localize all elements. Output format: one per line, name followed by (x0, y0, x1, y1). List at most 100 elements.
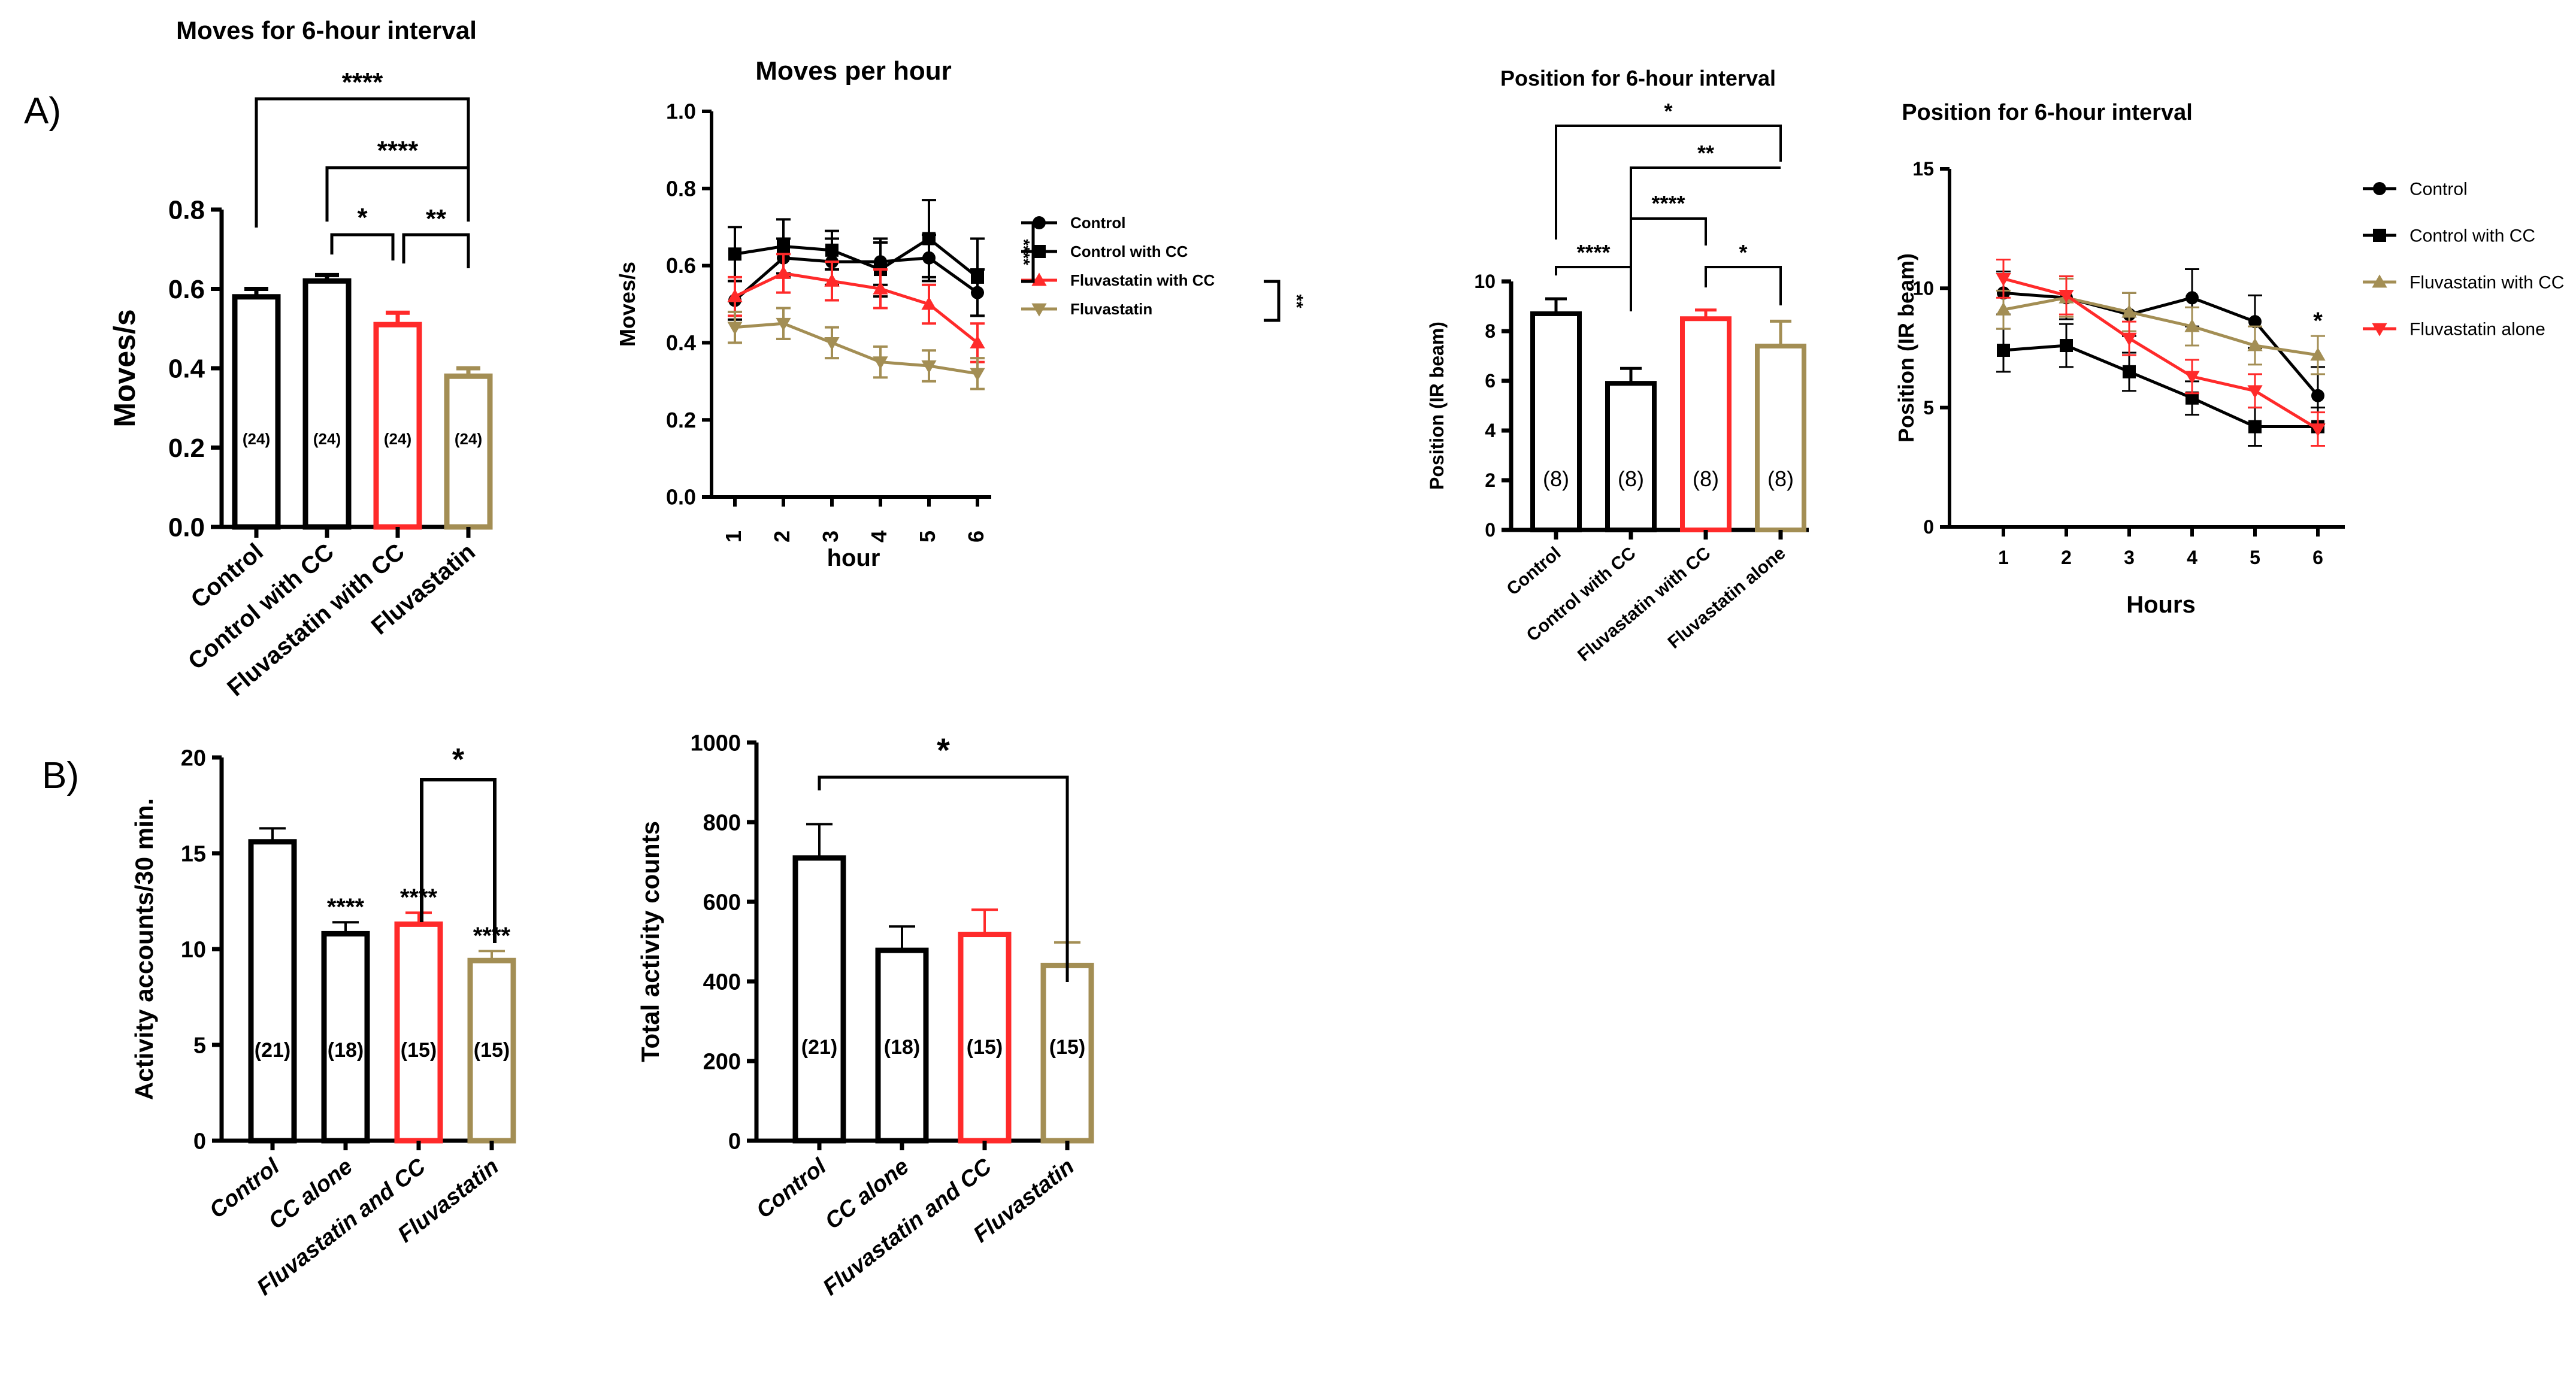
movesHour-data-point (728, 247, 741, 261)
panel-label-b: B) (42, 755, 79, 796)
act30-star-label: **** (400, 884, 438, 911)
moves6h-bar (444, 373, 493, 530)
posHour-series-line (2003, 344, 2318, 429)
act30-y-tick-label: 10 (181, 937, 206, 962)
pos6h-y-tick-label: 6 (1485, 370, 1496, 392)
movesHour-x-tick-label: 5 (915, 531, 940, 543)
movesHour-data-point (777, 240, 790, 253)
act30-y-tick-label: 5 (193, 1033, 206, 1058)
moves6h-significance-label: **** (377, 136, 419, 165)
totalAct-significance-bracket (818, 775, 1069, 982)
posHour-significance-label: * (2313, 308, 2323, 334)
posHour-x-tick-label: 1 (1998, 547, 2009, 568)
posHour-data-point (2185, 291, 2199, 305)
posHour-title: Position for 6-hour interval (1902, 100, 2193, 125)
pos6h-bar (1530, 311, 1582, 532)
posHour-series-line (2003, 291, 2319, 397)
moves6h-significance-bracket (330, 233, 395, 260)
act30-y-tick-label: 0 (193, 1129, 206, 1154)
posHour-series-line (2003, 277, 2319, 431)
pos6h-x-tick-label: Fluvastatin with CC (1574, 543, 1714, 665)
moves6h-bar (232, 294, 281, 530)
movesHour-y-tick-label: 0.4 (666, 331, 696, 355)
posHour-data-point (1997, 343, 2010, 357)
totalAct-y-tick-label: 1000 (690, 731, 741, 756)
act30-n-label: (15) (401, 1039, 437, 1062)
posHour-data-point (2184, 371, 2200, 384)
posHour-x-tick-label: 3 (2124, 547, 2135, 568)
movesHour-legend-label: Control with CC (1070, 243, 1188, 260)
act30-n-label: (21) (255, 1039, 290, 1062)
moves6h-y-axis-label: Moves/s (108, 309, 141, 427)
pos6h-significance-bracket (1630, 166, 1781, 302)
act30-bar (248, 839, 297, 1144)
posHour-legend-label: Fluvastatin with CC (2409, 273, 2564, 293)
act30-significance-label: * (452, 742, 465, 777)
movesHour-y-tick-label: 0.0 (666, 485, 696, 510)
posHour-legend-marker (2373, 229, 2386, 242)
posHour-data-point (2059, 289, 2074, 303)
pos6h-bar (1755, 343, 1806, 533)
moves6h-significance-bracket (255, 97, 470, 228)
posHour-x-tick-label: 6 (2312, 547, 2323, 568)
posHour-data-point (2121, 304, 2137, 318)
posHour-y-axis-label: Position (IR beam) (1894, 253, 1918, 443)
posHour-data-point (1996, 302, 2011, 316)
totalAct-significance-label: * (937, 731, 950, 769)
moves6h-significance-label: * (357, 203, 368, 232)
posHour-data-point (2121, 332, 2137, 346)
pos6h-significance-label: **** (1651, 191, 1685, 216)
posHour-y-tick-label: 0 (1923, 516, 1934, 538)
moves6h-y-tick-label: 0.8 (168, 195, 205, 225)
pos6h-n-label: (8) (1543, 466, 1569, 491)
moves6h-y-tick-label: 0.2 (168, 434, 205, 463)
movesHour-y-tick-label: 0.8 (666, 176, 696, 201)
pos6h-y-tick-label: 2 (1485, 469, 1496, 491)
totalAct-y-tick-label: 600 (703, 890, 741, 915)
pos6h-bar (1605, 381, 1657, 533)
movesHour-significance-label: ** (1287, 294, 1306, 308)
movesHour-x-tick-label: 3 (818, 531, 843, 543)
posHour-data-point (1996, 273, 2011, 287)
pos6h-y-tick-label: 10 (1474, 271, 1496, 292)
posHour-y-tick-label: 5 (1923, 397, 1934, 419)
pos6h-bar (1680, 316, 1732, 532)
posHour-legend-marker (2372, 274, 2387, 288)
pos6h-title: Position for 6-hour interval (1500, 66, 1776, 90)
posHour-data-point (2248, 315, 2262, 329)
posHour-data-point (2060, 339, 2073, 353)
posHour-y-tick-label: 10 (1912, 278, 1934, 299)
movesHour-x-tick-label: 1 (721, 531, 746, 543)
moves6h-title: Moves for 6-hour interval (176, 16, 477, 44)
posHour-legend-label: Control (2409, 180, 2468, 199)
moves6h-bar (373, 322, 422, 530)
pos6h-significance-label: **** (1576, 240, 1610, 265)
totalAct-y-tick-label: 800 (703, 810, 741, 835)
movesHour-legend-marker (1033, 216, 1046, 229)
movesHour-x-tick-label: 6 (964, 531, 988, 543)
movesHour-data-point (921, 360, 937, 374)
pos6h-significance-bracket (1555, 125, 1782, 240)
posHour-data-point (2247, 338, 2263, 351)
pos6h-n-label: (8) (1693, 466, 1719, 491)
movesHour-series-line (734, 237, 979, 278)
movesHour-x-tick-label: 4 (867, 531, 891, 543)
act30-n-label: (18) (328, 1039, 364, 1062)
moves6h-n-label: (24) (384, 430, 411, 448)
movesHour-legend-marker (1033, 245, 1046, 258)
movesHour-data-point (873, 356, 888, 370)
pos6h-y-tick-label: 4 (1485, 420, 1496, 441)
movesHour-data-point (970, 335, 985, 348)
posHour-legend-label: Control with CC (2409, 226, 2535, 246)
posHour-data-point (2184, 319, 2200, 332)
act30-y-tick-label: 20 (181, 745, 206, 771)
movesHour-legend-label: Control (1070, 214, 1125, 232)
movesHour-y-tick-label: 0.6 (666, 253, 696, 278)
totalAct-y-tick-label: 400 (703, 969, 741, 995)
posHour-series-line (2003, 296, 2318, 357)
movesHour-data-point (776, 317, 791, 331)
movesHour-series-line (734, 256, 979, 302)
totalAct-n-label: (18) (884, 1036, 920, 1059)
